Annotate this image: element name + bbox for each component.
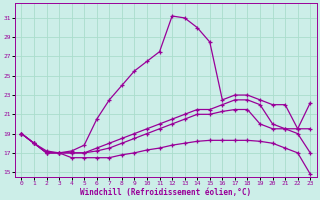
- X-axis label: Windchill (Refroidissement éolien,°C): Windchill (Refroidissement éolien,°C): [80, 188, 252, 197]
